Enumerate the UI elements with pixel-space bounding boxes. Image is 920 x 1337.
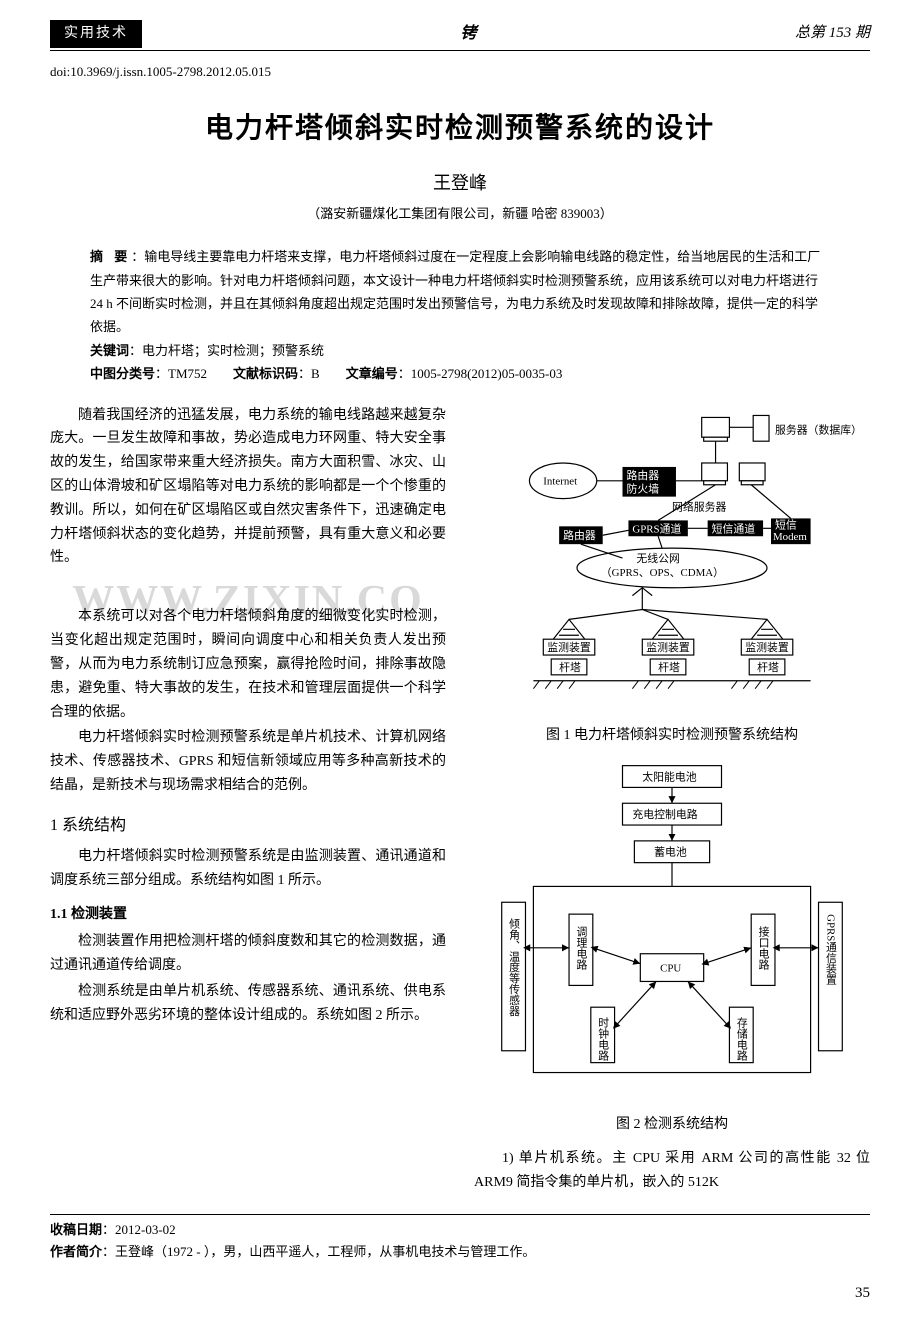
doc-code-value: ：B [298, 366, 320, 381]
paragraph: 本系统可以对各个电力杆塔倾斜角度的细微变化实时检测，当变化超出规定范围时，瞬间向… [50, 605, 446, 724]
abstract-text: ：输电导线主要靠电力杆塔来支撑，电力杆塔倾斜过度在一定程度上会影响输电线路的稳定… [90, 249, 820, 334]
fig1-modem-label2: Modem [773, 531, 807, 543]
author-bio-label: 作者简介 [50, 1244, 102, 1259]
fig1-tower-label: 杆塔 [559, 659, 581, 673]
paragraph: 电力杆塔倾斜实时检测预警系统是由监测装置、通讯通道和调度系统三部分组成。系统结构… [50, 845, 446, 893]
paragraph: 1) 单片机系统。主 CPU 采用 ARM 公司的高性能 32 位 ARM9 简… [474, 1147, 870, 1195]
author-bio-text: ：王登峰（1972 - ），男，山西平遥人，工程师，从事机电技术与管理工作。 [102, 1244, 535, 1259]
left-column: 随着我国经济的迅猛发展，电力系统的输电线路越来越复杂庞大。一旦发生故障和事故，势… [50, 404, 446, 1197]
article-affiliation: （潞安新疆煤化工集团有限公司，新疆 哈密 839003） [50, 203, 870, 225]
right-column: 服务器（数据库） Internet 路由器 防火墙 [474, 404, 870, 1197]
received-value: ：2012-03-02 [102, 1222, 176, 1237]
fig1-wireless-label1: 无线公网 [636, 550, 680, 564]
fig1-wireless-label2: （GPRS、OPS、CDMA） [601, 565, 724, 578]
article-title: 电力杆塔倾斜实时检测预警系统的设计 [50, 105, 870, 153]
fig2-sensor-label: 倾角、温度等传感器 [508, 918, 520, 1017]
fig2-clock-label: 时钟电路 [597, 1017, 609, 1062]
received-label: 收稿日期 [50, 1222, 102, 1237]
fig2-cpu-label: CPU [660, 963, 681, 975]
fig1-gprs-ch-label: GPRS通道 [632, 521, 681, 535]
fig1-firewall-label: 防火墙 [626, 481, 659, 495]
doc-code-label: 文献标识码 [233, 366, 298, 381]
fig1-modem-label1: 短信 [775, 517, 797, 531]
fig1-mon-label: 监测装置 [547, 641, 591, 654]
fig1-tower-group: 监测装置 杆塔 监测装置 杆塔 监测装置 杆塔 [543, 619, 792, 674]
fig2-gprs-label: GPRS通信装置 [824, 914, 836, 985]
subsection-heading: 1.1 检测装置 [50, 903, 446, 927]
figure-1: 服务器（数据库） Internet 路由器 防火墙 [474, 410, 870, 749]
svg-text:杆塔: 杆塔 [658, 659, 680, 673]
figure-2: 太阳能电池 充电控制电路 蓄电池 倾角、温度等传感器 [474, 758, 870, 1137]
fig1-internet-label: Internet [543, 475, 577, 487]
clc-label: 中图分类号 [90, 366, 155, 381]
doi-line: doi:10.3969/j.issn.1005-2798.2012.05.015 [50, 61, 870, 83]
figure-2-caption: 图 2 检测系统结构 [474, 1113, 870, 1137]
section-heading: 1 系统结构 [50, 812, 446, 839]
header-journal-mark: 铐 [460, 20, 476, 47]
paragraph: 检测装置作用把检测杆塔的倾斜度数和其它的检测数据，通过通讯通道传给调度。 [50, 930, 446, 978]
figure-2-svg: 太阳能电池 充电控制电路 蓄电池 倾角、温度等传感器 [474, 758, 870, 1098]
paragraph: 电力杆塔倾斜实时检测预警系统是单片机技术、计算机网络技术、传感器技术、GPRS … [50, 726, 446, 797]
header-section-tag: 实用技术 [50, 20, 142, 48]
article-id-value: ：1005-2798(2012)05-0035-03 [398, 366, 563, 381]
abstract-block: 摘 要：输电导线主要靠电力杆塔来支撑，电力杆塔倾斜过度在一定程度上会影响输电线路… [90, 245, 830, 385]
header-issue: 总第 153 期 [795, 21, 870, 47]
fig2-solar-label: 太阳能电池 [642, 770, 696, 784]
article-author: 王登峰 [50, 168, 870, 199]
figure-1-caption: 图 1 电力杆塔倾斜实时检测预警系统结构 [474, 724, 870, 748]
figure-1-svg: 服务器（数据库） Internet 路由器 防火墙 [474, 410, 870, 710]
fig1-router-label: 路由器 [626, 467, 659, 481]
abstract-label: 摘 要 [90, 249, 131, 264]
fig1-server-label: 服务器（数据库） [775, 422, 862, 436]
fig2-cond-label: 调理电路 [575, 926, 587, 971]
fig2-charge-label: 充电控制电路 [632, 807, 697, 821]
fig2-battery-label: 蓄电池 [654, 846, 687, 859]
keywords-label: 关键词 [90, 343, 129, 358]
svg-text:杆塔: 杆塔 [757, 659, 779, 673]
article-id-label: 文章编号 [346, 366, 398, 381]
footer-block: 收稿日期：2012-03-02 作者简介：王登峰（1972 - ），男，山西平遥… [50, 1214, 870, 1263]
svg-text:监测装置: 监测装置 [745, 641, 789, 654]
fig2-iface-label: 接口电路 [757, 926, 769, 971]
paragraph: 随着我国经济的迅猛发展，电力系统的输电线路越来越复杂庞大。一旦发生故障和事故，势… [50, 404, 446, 571]
clc-value: ：TM752 [155, 366, 207, 381]
keywords-text: ：电力杆塔；实时检测；预警系统 [129, 343, 324, 358]
fig2-store-label: 存储电路 [735, 1016, 747, 1062]
page-header: 实用技术 铐 总第 153 期 [50, 20, 870, 51]
paragraph: 检测系统是由单片机系统、传感器系统、通讯系统、供电系统和适应野外恶劣环境的整体设… [50, 980, 446, 1028]
fig1-sms-ch-label: 短信通道 [712, 521, 756, 535]
fig1-router2-label: 路由器 [563, 528, 596, 542]
svg-text:监测装置: 监测装置 [646, 641, 690, 654]
page-number: 35 [50, 1281, 870, 1307]
